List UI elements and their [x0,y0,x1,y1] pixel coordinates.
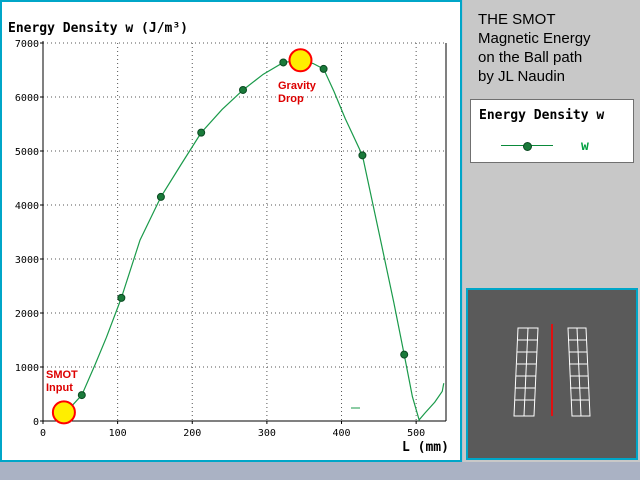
data-point [239,85,248,94]
series-line [63,59,445,422]
x-tick-label: 200 [183,428,201,439]
data-point [197,128,206,137]
x-tick-label: 0 [40,428,46,439]
y-tick-label: 0 [33,417,39,428]
legend: Energy Density w w [470,99,634,163]
data-point [77,391,86,400]
x-tick-label: 100 [109,428,127,439]
gravity-drop-ball [288,48,313,73]
y-tick-label: 2000 [15,309,39,320]
panel-title: THE SMOT Magnetic Energy on the Ball pat… [478,10,638,86]
left-magnet-rail [513,327,539,417]
data-point [400,350,409,359]
y-tick-label: 6000 [15,93,39,104]
y-tick-label: 3000 [15,255,39,266]
panel-title-line: by JL Naudin [478,68,565,85]
panel-title-line: on the Ball path [478,49,583,66]
series-w [63,58,445,422]
data-point [117,293,126,302]
chart-title: Energy Density w (J/m³) [8,21,188,36]
data-point [156,192,165,201]
energy-density-chart: 0 1000 2000 3000 4000 5000 6000 7000 0 100 200 300 4… [8,21,449,455]
right-magnet-rail [567,327,591,417]
ball-markers [51,48,313,425]
smot-input-label: Input [46,382,73,394]
legend-marker-swatch [523,142,532,151]
panel-title-line: THE SMOT [478,11,556,28]
y-tick-label: 1000 [15,363,39,374]
y-tick-label: 7000 [15,39,39,50]
data-point [358,151,367,160]
panel-title-line: Magnetic Energy [478,30,591,47]
smot-input-ball [51,400,76,425]
smot-input-label: SMOT [46,369,78,381]
smot-thumbnail [466,288,638,460]
legend-series-label: w [581,139,589,154]
x-tick-label: 400 [332,428,350,439]
bottom-bar [0,462,640,480]
chart-frame [0,0,462,462]
data-point [279,58,288,67]
tick-labels: 0 1000 2000 3000 4000 5000 6000 7000 0 100 200 300 4… [15,39,425,439]
y-tick-label: 5000 [15,147,39,158]
x-tick-label: 500 [407,428,425,439]
smot-rails-drawing [513,324,591,417]
grid [43,42,446,421]
y-tick-label: 4000 [15,201,39,212]
x-tick-label: 300 [258,428,276,439]
x-axis-label: L (mm) [402,440,449,455]
gravity-drop-label: Gravity [278,80,317,92]
gravity-drop-label: Drop [278,93,304,105]
legend-title: Energy Density w [479,108,605,123]
data-point [319,64,328,73]
axes [42,41,447,422]
